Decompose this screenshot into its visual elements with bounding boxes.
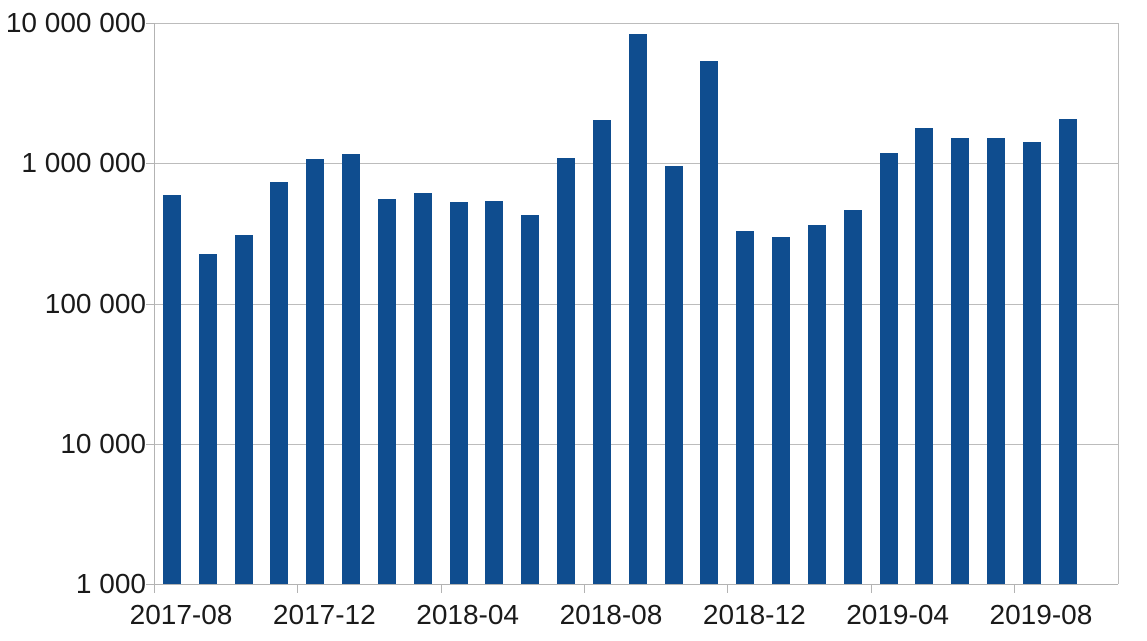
bar [843, 209, 862, 584]
bar [592, 120, 611, 584]
x-tick-label: 2018-08 [559, 599, 663, 630]
x-axis-tick [583, 584, 585, 593]
bar [1022, 142, 1041, 584]
bar [807, 224, 826, 584]
y-tick-label: 1 000 000 [21, 147, 146, 179]
bar [736, 230, 755, 584]
bar [951, 138, 970, 584]
y-tick-label: 10 000 [60, 427, 146, 459]
x-tick-label: 2018-04 [416, 599, 520, 630]
plot-area [154, 23, 1119, 585]
bar [700, 60, 719, 584]
bar [521, 214, 540, 584]
y-tick-label: 10 000 000 [5, 7, 146, 38]
x-tick-label: 2019-04 [846, 599, 949, 630]
bar [377, 198, 396, 584]
y-tick-label: 1 000 [75, 568, 146, 599]
bar [306, 159, 325, 584]
bar [413, 193, 432, 584]
x-axis [154, 584, 1118, 585]
bar [449, 201, 468, 584]
x-axis-tick [870, 584, 872, 593]
bar [342, 153, 361, 584]
x-axis-tick [1013, 584, 1015, 593]
x-tick-label: 2018-12 [702, 599, 806, 630]
bar [485, 200, 504, 584]
bar [198, 254, 217, 584]
x-axis-tick [297, 584, 299, 593]
x-axis-tick [440, 584, 442, 593]
bar [557, 158, 576, 584]
bar [628, 34, 647, 584]
bar [162, 195, 181, 584]
y-axis [154, 23, 155, 584]
x-axis-tick [727, 584, 729, 593]
y-axis-tick [146, 443, 154, 445]
y-axis-tick [146, 163, 154, 165]
bar [1058, 119, 1077, 584]
bar [987, 137, 1005, 584]
gridline [154, 23, 1118, 24]
x-tick-label: 2017-08 [129, 599, 233, 630]
y-tick-label: 100 000 [44, 287, 146, 319]
bar [772, 236, 791, 584]
bar [664, 166, 683, 584]
y-axis-tick [146, 23, 154, 24]
x-axis-tick [154, 584, 155, 593]
plot-right-border [1118, 23, 1119, 584]
bar [915, 127, 934, 584]
bar [234, 234, 253, 584]
y-axis-tick [146, 584, 154, 585]
bar [270, 182, 289, 584]
y-axis-tick [146, 303, 154, 305]
x-tick-label: 2017-12 [272, 599, 376, 630]
x-tick-label: 2019-08 [989, 599, 1093, 630]
bar [879, 153, 898, 584]
